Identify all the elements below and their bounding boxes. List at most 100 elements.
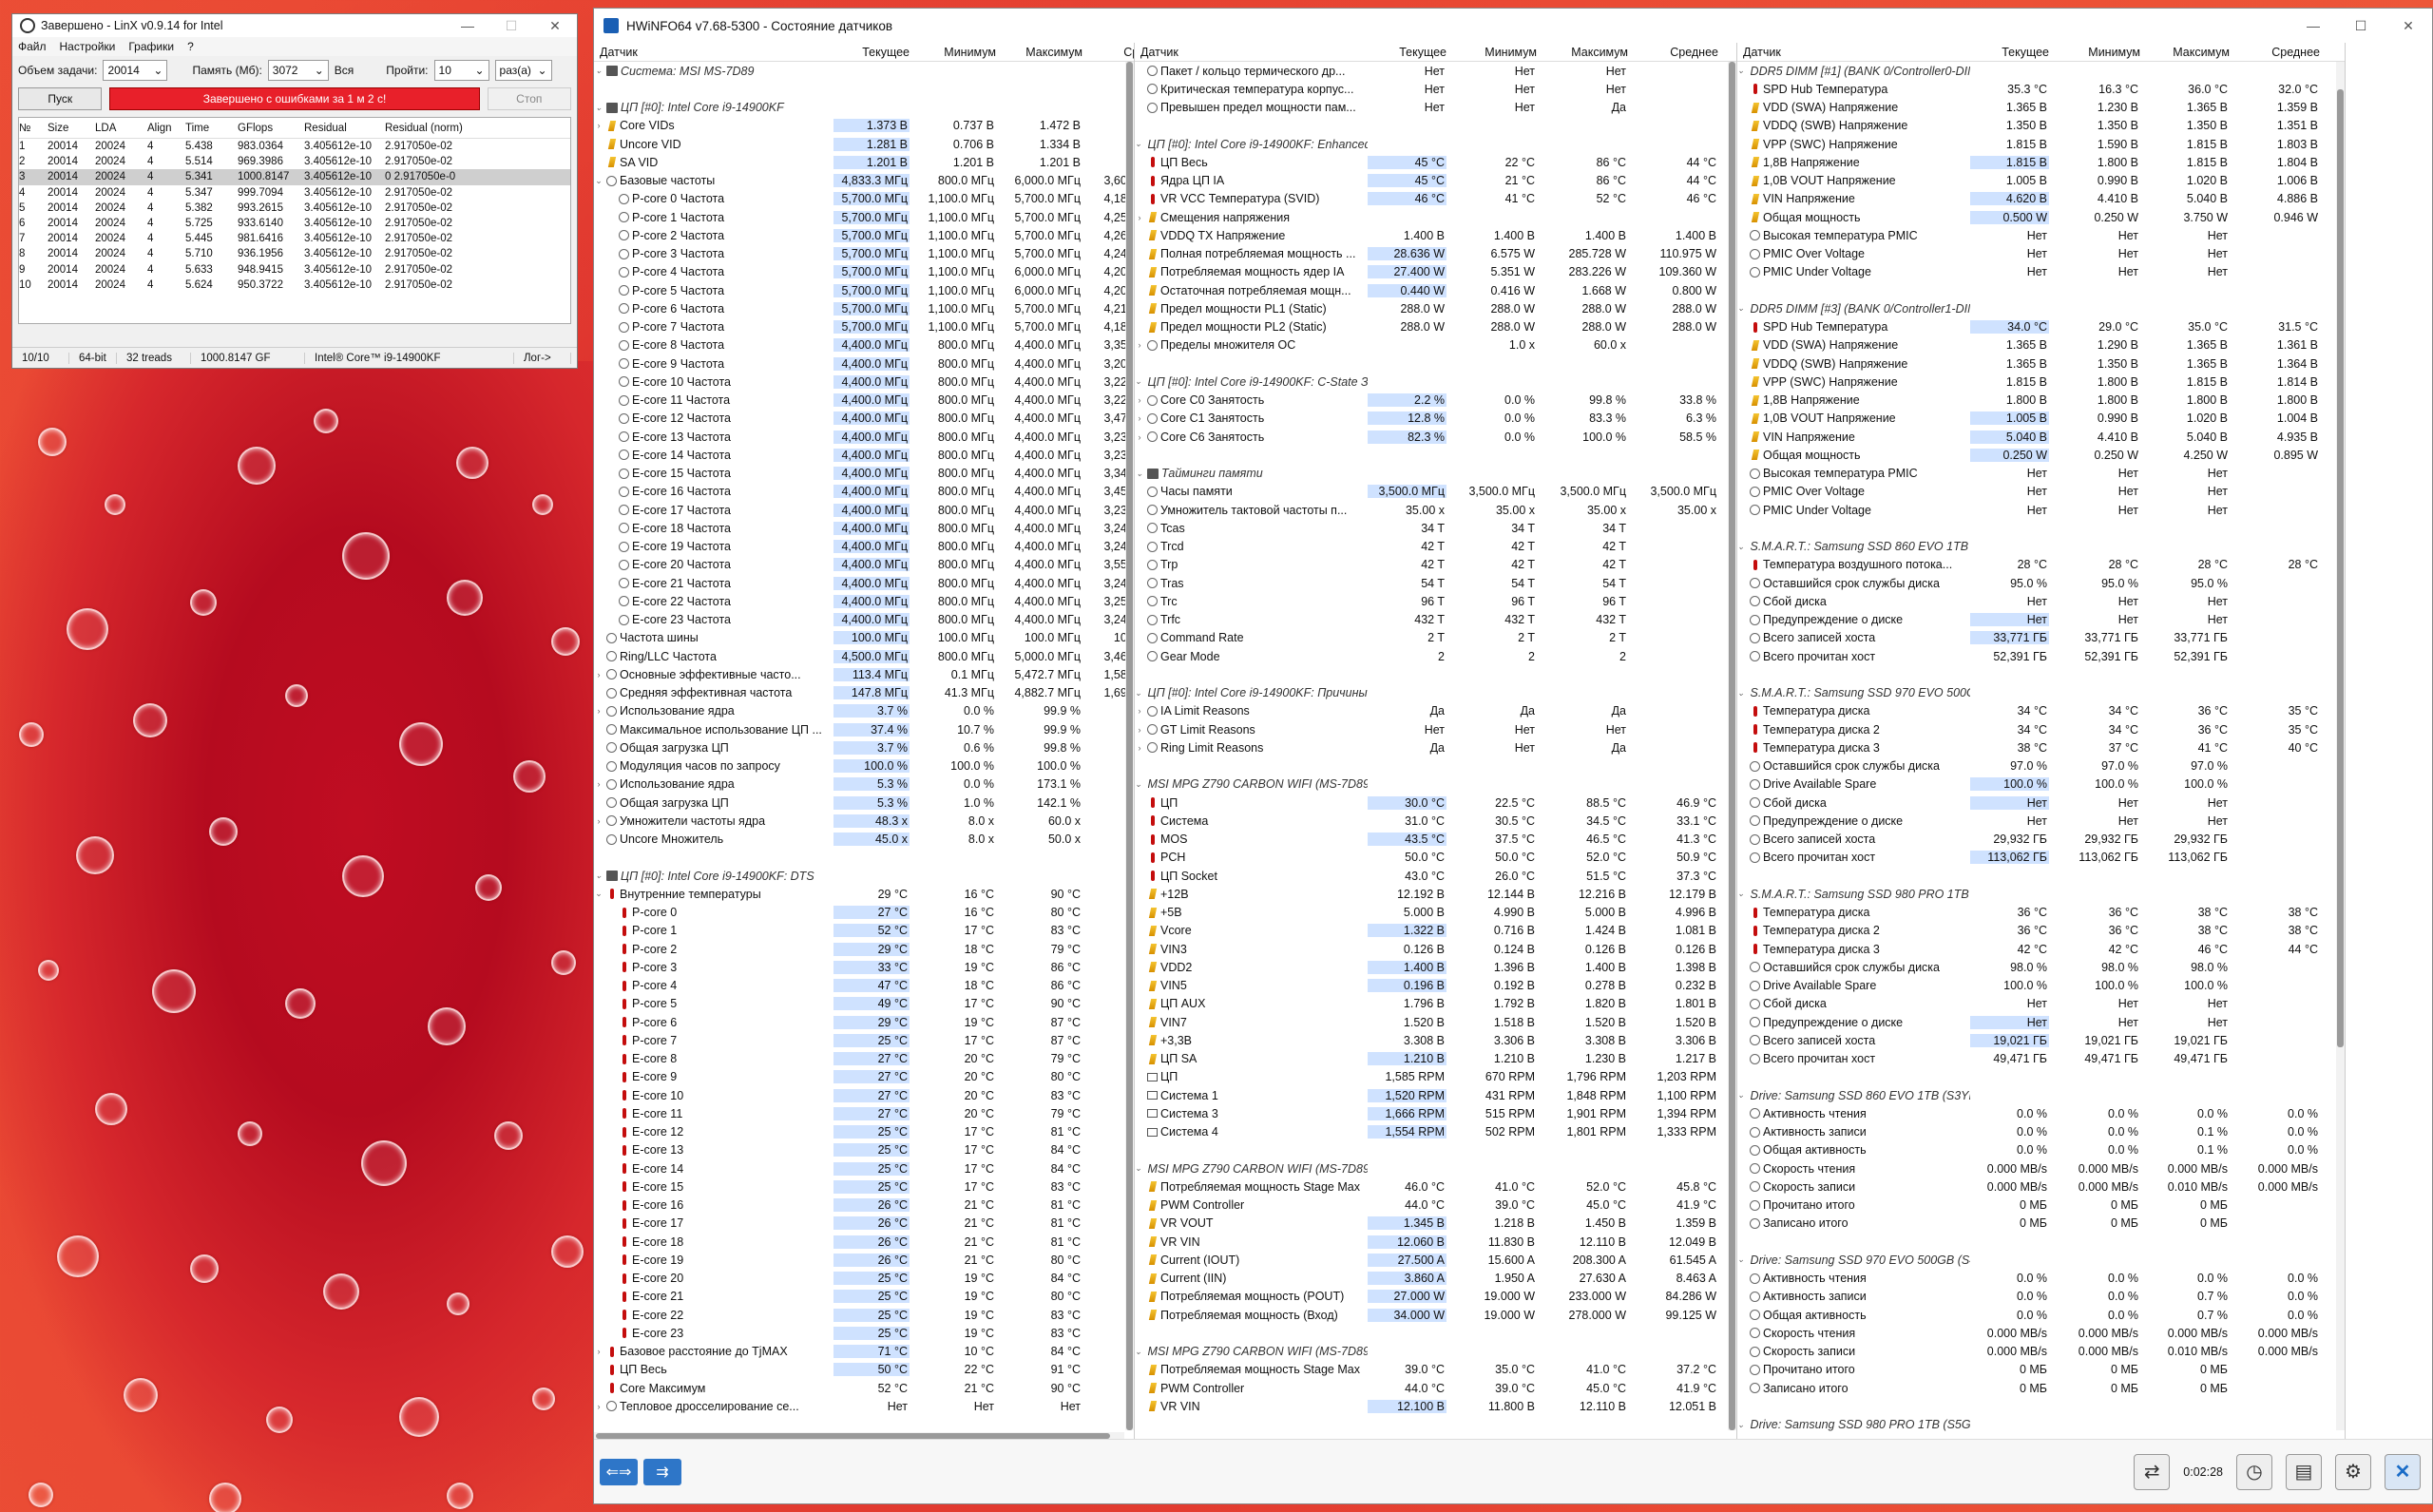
sensor-row[interactable]: VR VIN 12.060 В 11.830 В 12.110 В 12.049 В xyxy=(1135,1233,1736,1251)
table-row[interactable]: 9 20014 20024 4 5.633 948.9415 3.405612e-10 2.9… xyxy=(19,262,570,278)
sensor-row[interactable]: Gear Mode 2 2 2 xyxy=(1135,647,1736,665)
sensor-row[interactable]: Высокая температура PMIC Нет Нет Нет xyxy=(1737,465,2345,483)
sensor-group[interactable]: ⌄S.M.A.R.T.: Samsung SSD 970 EVO 500GB (… xyxy=(1737,684,2345,702)
column-header[interactable]: Минимум xyxy=(2088,45,2140,59)
menu-settings[interactable]: Настройки xyxy=(59,40,116,53)
sensor-row[interactable]: Оставшийся срок службы диска 97.0 % 97.0 %… xyxy=(1737,757,2345,775)
expand-arrow-icon[interactable]: › xyxy=(597,815,601,826)
expand-chevron-icon[interactable]: ⌄ xyxy=(595,871,603,881)
column-header[interactable]: Максимум xyxy=(1571,45,1628,59)
column-header[interactable]: Size xyxy=(48,122,69,134)
sensor-row[interactable]: Trcd 42 T 42 T 42 T xyxy=(1135,538,1736,556)
sensor-group[interactable]: ⌄MSI MPG Z790 CARBON WIFI (MS-7D89) (Nuv… xyxy=(1135,775,1736,794)
sensor-row[interactable]: P-core 3 Частота 5,700.0 МГц 1,100.0 МГц 5,… xyxy=(594,245,1134,263)
sensor-pane-3[interactable]: Датчик Текущее Минимум Максимум Среднее ⌄ DDR5… xyxy=(1737,43,2346,1440)
sensor-row[interactable]: VPP (SWC) Напряжение 1.815 В 1.800 В 1.815 … xyxy=(1737,373,2345,391)
expand-arrow-icon[interactable]: › xyxy=(1138,742,1141,753)
all-memory-label[interactable]: Вся xyxy=(334,64,354,77)
size-select[interactable]: 20014 ⌄ xyxy=(103,60,168,81)
column-header[interactable]: Датчик xyxy=(1140,45,1178,59)
expand-arrow-icon[interactable]: › xyxy=(1138,212,1141,222)
sensor-row[interactable]: Trp 42 T 42 T 42 T xyxy=(1135,556,1736,574)
sensor-row[interactable]: VIN Напряжение 5.040 В 4.410 В 5.040 В 4.935… xyxy=(1737,428,2345,446)
expand-arrow-icon[interactable]: › xyxy=(597,779,601,790)
start-button[interactable]: Пуск xyxy=(18,87,103,110)
sensor-row[interactable]: Current (IIN) 3.860 A 1.950 A 27.630 A 8.463… xyxy=(1135,1270,1736,1288)
expand-arrow-icon[interactable]: › xyxy=(597,121,601,131)
sensor-row[interactable]: › Core C0 Занятость 2.2 % 0.0 % 99.8 % 33.8 % xyxy=(1135,392,1736,410)
horizontal-scrollbar[interactable] xyxy=(594,1432,1124,1440)
sensor-row[interactable]: Модуляция часов по запросу 100.0 % 100.0 %… xyxy=(594,757,1134,775)
maximize-icon[interactable]: ☐ xyxy=(2354,17,2367,33)
expand-arrow-icon[interactable]: › xyxy=(597,1401,601,1411)
scroll-thumb[interactable] xyxy=(596,1433,1111,1439)
expand-arrow-icon[interactable]: › xyxy=(1138,431,1141,442)
sensor-row[interactable]: VIN Напряжение 4.620 В 4.410 В 5.040 В 4.886… xyxy=(1737,190,2345,208)
sensor-row[interactable]: 1,8В Напряжение 1.815 В 1.800 В 1.815 В 1.80… xyxy=(1737,153,2345,171)
sensor-row[interactable]: MOS 43.5 °C 37.5 °C 46.5 °C 41.3 °C xyxy=(1135,831,1736,849)
sensor-group[interactable]: ⌄ ЦП [#0]: Intel Core i9-14900KF: C-State… xyxy=(1135,373,1736,391)
nav-next-button[interactable]: ⇉ xyxy=(643,1458,681,1485)
sensor-row[interactable]: P-core 152 °C17 °C83 °C39 °C xyxy=(594,922,1134,940)
sensor-row[interactable]: E-core 827 °C20 °C79 °C38 °C xyxy=(594,1050,1134,1068)
sensor-row[interactable]: ЦП 1,585 RPM 670 RPM 1,796 RPM 1,203 RPM xyxy=(1135,1068,1736,1086)
sensor-row[interactable]: VIN3 0.126 В 0.124 В 0.126 В 0.126 В xyxy=(1135,940,1736,958)
sensor-group[interactable]: ⌄ Система: MSI MS-7D89 xyxy=(594,62,1134,80)
vertical-scrollbar[interactable] xyxy=(2336,62,2345,1430)
sensor-row[interactable]: Всего записей хоста 29,932 ГБ 29,932 ГБ 29,… xyxy=(1737,831,2345,849)
column-header[interactable]: Максимум xyxy=(2173,45,2230,59)
sensor-row[interactable]: ЦП 30.0 °C 22.5 °C 88.5 °C 46.9 °C xyxy=(1135,794,1736,812)
sensor-row[interactable]: Остаточная потребляемая мощн... 0.440 W 0.… xyxy=(1135,281,1736,299)
menu-file[interactable]: Файл xyxy=(18,40,47,53)
sensor-row[interactable]: Общая активность 0.0 % 0.0 % 0.7 % 0.0 % xyxy=(1737,1306,2345,1324)
expand-arrow-icon[interactable]: › xyxy=(1138,413,1141,424)
sensor-row[interactable]: Vcore 1.322 В 0.716 В 1.424 В 1.081 В xyxy=(1135,922,1736,940)
menu-help[interactable]: ? xyxy=(187,40,194,53)
sensor-row[interactable]: E-core 23 Частота 4,400.0 МГц 800.0 МГц 4,4… xyxy=(594,611,1134,629)
expand-chevron-icon[interactable]: ⌄ xyxy=(1135,1346,1142,1356)
sensor-row[interactable]: Всего прочитан хост 113,062 ГБ 113,062 ГБ 1… xyxy=(1737,849,2345,867)
sensor-row[interactable]: PMIC Over Voltage Нет Нет Нет xyxy=(1737,483,2345,501)
sensor-row[interactable]: Общая мощность 0.500 W 0.250 W 3.750 W 0.946… xyxy=(1737,208,2345,226)
sensor-row[interactable]: Ring/LLC Частота 4,500.0 МГц 800.0 МГц 5,00… xyxy=(594,647,1134,665)
sensor-row[interactable]: Потребляемая мощность Stage Max 39.0 °C 35… xyxy=(1135,1361,1736,1379)
sensor-row[interactable]: Часы памяти 3,500.0 МГц 3,500.0 МГц 3,500.0… xyxy=(1135,483,1736,501)
sensor-row[interactable]: Система 31.0 °C 30.5 °C 34.5 °C 33.1 °C xyxy=(1135,812,1736,830)
sensor-row[interactable]: Потребляемая мощность (POUT) 27.000 W 19.0… xyxy=(1135,1288,1736,1306)
close-sensors-icon[interactable]: ✕ xyxy=(2385,1453,2421,1490)
sensor-row[interactable]: Температура диска 3 38 °C 37 °C 41 °C 40 °C xyxy=(1737,738,2345,756)
sensor-row[interactable]: PWM Controller 44.0 °C 39.0 °C 45.0 °C 41.9 … xyxy=(1135,1379,1736,1397)
sensor-row[interactable]: P-core 333 °C19 °C86 °C38 °C xyxy=(594,958,1134,976)
sensor-group[interactable]: ⌄DDR5 DIMM [#1] (BANK 0/Controller0-DIMM… xyxy=(1737,62,2345,80)
sensor-row[interactable]: ЦП SA 1.210 В 1.210 В 1.230 В 1.217 В xyxy=(1135,1050,1736,1068)
sensor-row[interactable]: Скорость записи 0.000 MB/s 0.000 MB/s 0.010… xyxy=(1737,1177,2345,1196)
sensor-row[interactable]: SPD Hub Температура 35.3 °C 16.3 °C 36.0 °C… xyxy=(1737,80,2345,98)
sensor-row[interactable]: VR VCC Температура (SVID) 46 °C 41 °C 52 °C… xyxy=(1135,190,1736,208)
sensor-row[interactable]: +12В 12.192 В 12.144 В 12.216 В 12.179 В xyxy=(1135,885,1736,903)
expand-arrow-icon[interactable]: › xyxy=(1138,395,1141,406)
sensor-row[interactable]: Оставшийся срок службы диска 95.0 % 95.0 %… xyxy=(1737,574,2345,592)
sensor-row[interactable]: ЦП Socket 43.0 °C 26.0 °C 51.5 °C 37.3 °C xyxy=(1135,867,1736,885)
sensor-row[interactable]: › Базовое расстояние до TjMAX 71 °C 10 °C 84… xyxy=(594,1343,1134,1361)
sensor-row[interactable]: Система 4 1,554 RPM 502 RPM 1,801 RPM 1,333 … xyxy=(1135,1123,1736,1141)
sensor-row[interactable]: Оставшийся срок службы диска 98.0 % 98.0 %… xyxy=(1737,958,2345,976)
sensor-row[interactable]: +3,3В 3.308 В 3.306 В 3.308 В 3.306 В xyxy=(1135,1031,1736,1049)
settings-icon[interactable]: ⚙ xyxy=(2335,1453,2371,1490)
sensor-group[interactable]: ⌄DDR5 DIMM [#3] (BANK 0/Controller1-DIMM… xyxy=(1737,299,2345,317)
sensor-row[interactable]: ⌄ Базовые частоты 4,833.3 МГц 800.0 МГц 6,00… xyxy=(594,172,1134,190)
sensor-pane-1[interactable]: ДатчикТекущееМинимумМаксимумСреднее⌄Сист… xyxy=(594,43,1135,1440)
collapse-chevron-icon[interactable]: ⌄ xyxy=(595,175,603,185)
close-icon[interactable]: ✕ xyxy=(549,17,561,33)
column-header[interactable]: LDA xyxy=(95,122,117,134)
expand-chevron-icon[interactable]: ⌄ xyxy=(1135,687,1142,698)
